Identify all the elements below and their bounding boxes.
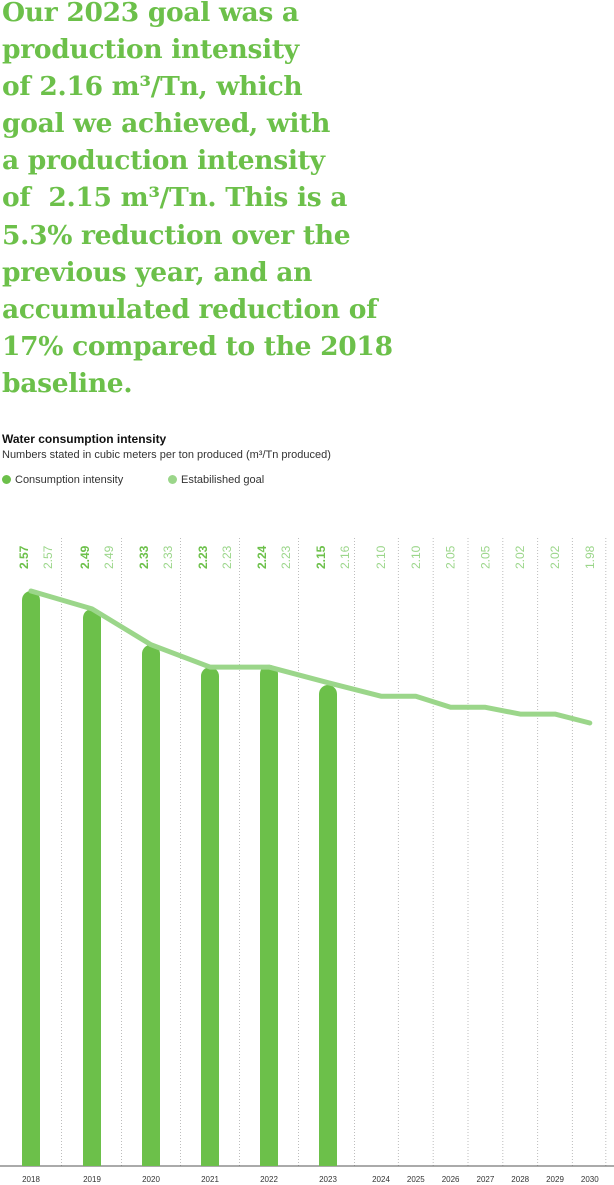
value-label-goal: 2.49	[102, 545, 116, 569]
x-tick-label: 2029	[546, 1175, 564, 1184]
headline-line: accumulated reduction of	[2, 293, 378, 325]
value-label-goal: 2.33	[161, 545, 175, 569]
x-tick-label: 2020	[142, 1175, 160, 1184]
value-label-goal: 2.05	[444, 545, 458, 569]
bar-consumption-intensity	[201, 667, 219, 1166]
x-tick-label: 2022	[260, 1175, 278, 1184]
legend-swatch-consumption-intensity	[2, 475, 11, 484]
headline-line: baseline.	[2, 367, 133, 399]
headline-line: production intensity	[2, 34, 299, 66]
value-label-consumption: 2.49	[78, 545, 92, 569]
value-label-goal: 2.05	[478, 545, 492, 569]
value-label-goal: 2.10	[409, 545, 423, 569]
legend-label-consumption-intensity: Consumption intensity	[15, 474, 124, 486]
headline-line: previous year, and an	[2, 256, 313, 288]
headline-line: a production intensity	[2, 145, 325, 177]
chart-title: Water consumption intensity	[2, 432, 167, 446]
x-tick-label: 2023	[319, 1175, 337, 1184]
legend-swatch-established-goal	[168, 475, 177, 484]
value-label-consumption: 2.24	[255, 545, 269, 569]
x-tick-label: 2026	[442, 1175, 460, 1184]
value-label-goal: 2.16	[338, 545, 352, 569]
bar-consumption-intensity	[83, 608, 101, 1166]
legend-label-established-goal: Estabilished goal	[181, 474, 265, 486]
value-label-goal: 2.23	[279, 545, 293, 569]
value-label-consumption: 2.15	[314, 545, 328, 569]
value-label-goal: 2.57	[41, 545, 55, 569]
value-label-goal: 2.02	[548, 545, 562, 569]
value-label-goal: 2.23	[220, 545, 234, 569]
value-label-consumption: 2.33	[137, 545, 151, 569]
value-label-goal: 2.10	[374, 545, 388, 569]
headline-line: 17% compared to the 2018	[2, 330, 393, 362]
headline-line: of 2.15 m³/Tn. This is a	[2, 182, 348, 214]
value-label-consumption: 2.57	[17, 545, 31, 569]
headline-line: goal we achieved, with	[2, 108, 331, 140]
x-tick-label: 2019	[83, 1175, 101, 1184]
x-tick-label: 2027	[477, 1175, 495, 1184]
x-tick-label: 2025	[407, 1175, 425, 1184]
x-tick-label: 2030	[581, 1175, 599, 1184]
bar-consumption-intensity	[260, 664, 278, 1166]
bar-consumption-intensity	[22, 591, 40, 1166]
headline-line: Our 2023 goal was a	[2, 0, 299, 28]
value-label-goal: 2.02	[513, 545, 527, 569]
x-tick-label: 2018	[22, 1175, 40, 1184]
legend-item-consumption-intensity: Consumption intensity	[2, 474, 123, 486]
bar-consumption-intensity	[142, 644, 160, 1166]
chart-subtitle: Numbers stated in cubic meters per ton p…	[2, 449, 331, 461]
headline-line: 5.3% reduction over the	[2, 219, 351, 251]
value-label-consumption: 2.23	[196, 545, 210, 569]
headline-line: of 2.16 m³/Tn, which	[2, 71, 303, 103]
goal-line	[28, 588, 593, 726]
headline-statement: Our 2023 goal was a production intensity o…	[2, 0, 602, 402]
bar-consumption-intensity	[319, 684, 337, 1166]
legend-item-established-goal: Estabilished goal	[168, 474, 264, 486]
x-tick-label: 2028	[511, 1175, 529, 1184]
x-tick-label: 2021	[201, 1175, 219, 1184]
value-label-goal: 1.98	[583, 545, 597, 569]
x-tick-label: 2024	[372, 1175, 390, 1184]
